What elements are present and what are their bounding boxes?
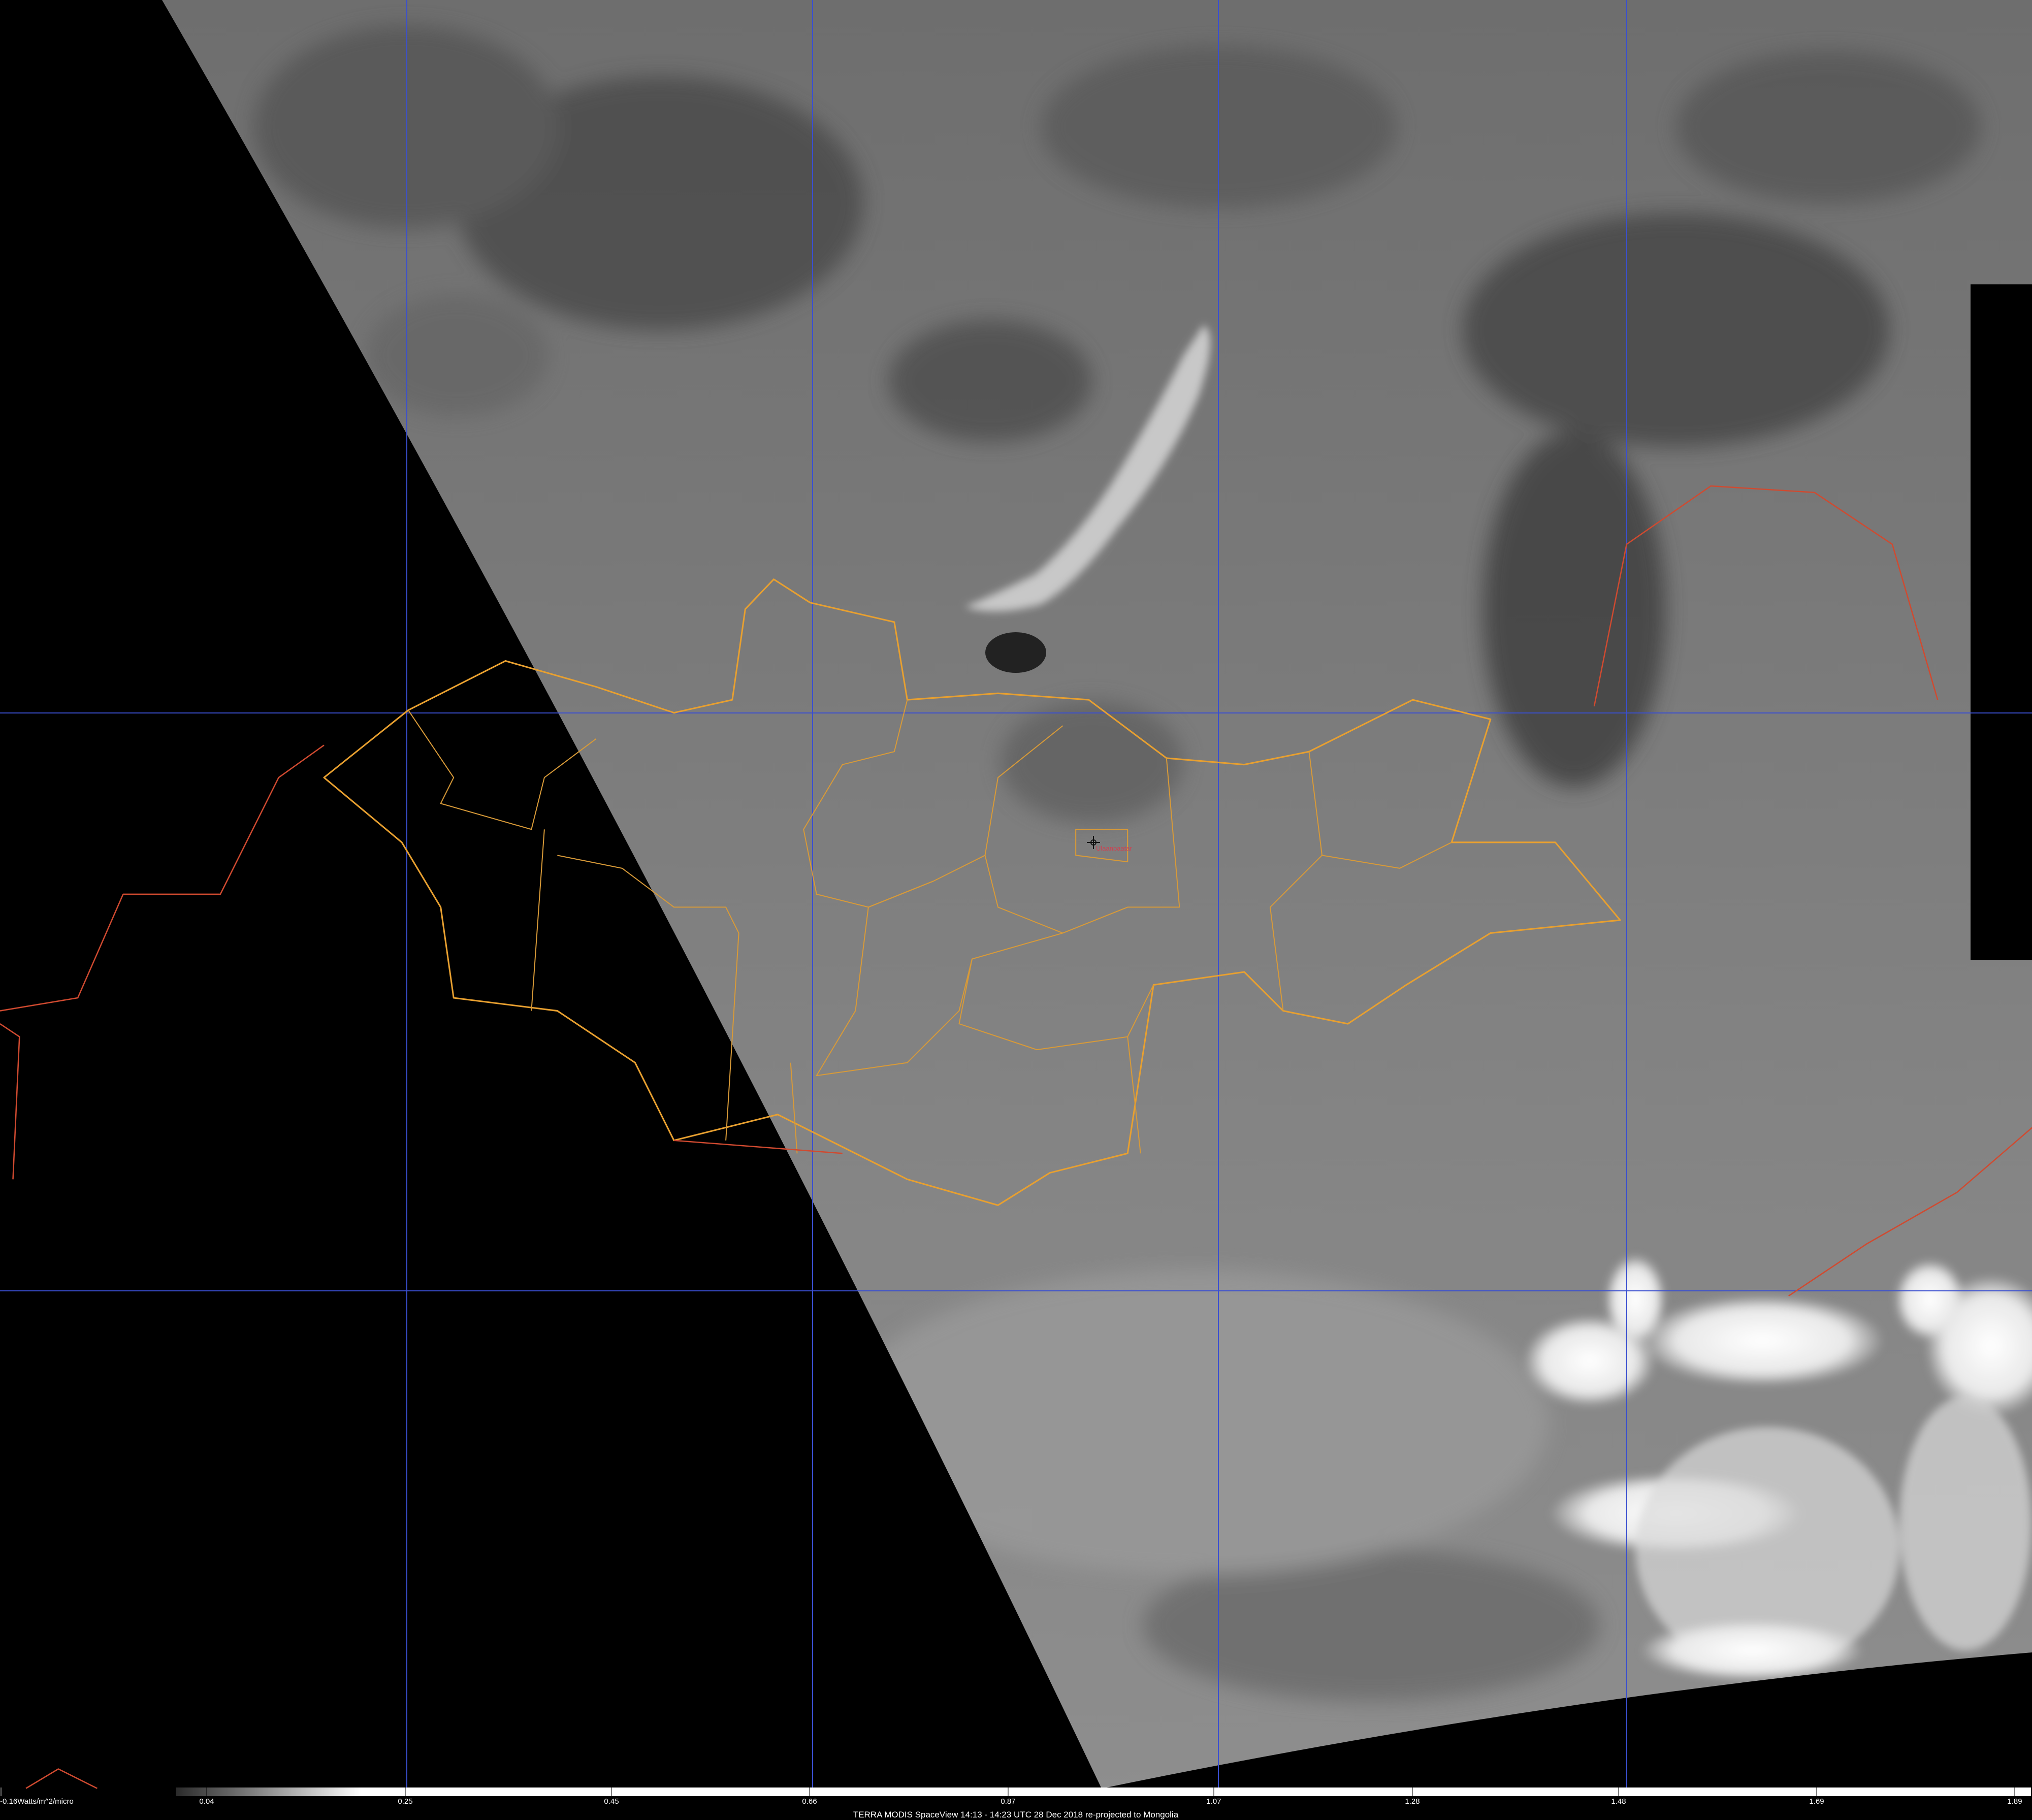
national-borders <box>0 485 2032 1789</box>
clouds <box>1524 1254 2032 1681</box>
city-marker-ulaanbaatar[interactable]: Ulaanbaatar <box>1087 836 1132 852</box>
lake-baikal <box>965 325 1210 611</box>
colorbar-tick-label: 1.69 <box>1809 1797 1824 1806</box>
colorbar-tick-label: 0.66 <box>802 1797 817 1806</box>
colorbar-gradient <box>176 1788 2031 1796</box>
colorbar-tick-label: 1.28 <box>1405 1797 1420 1806</box>
colorbar-tick-label: 1.07 <box>1206 1797 1221 1806</box>
lake-dark-patch <box>985 632 1046 673</box>
colorbar: -0.16Watts/m^2/micro 0.04 0.25 0.45 0.66 0.8… <box>0 1788 2031 1819</box>
colorbar-tick-label: 0.04 <box>199 1797 214 1806</box>
colorbar-tick-label: 0.87 <box>1001 1797 1015 1806</box>
city-crosshair-icon <box>1087 836 1100 849</box>
colorbar-tick-label: 0.45 <box>604 1797 619 1806</box>
colorbar-tick-label: 1.89 <box>2007 1797 2022 1806</box>
mongolia-border <box>323 578 1621 1206</box>
map-title: TERRA MODIS SpaceView 14:13 - 14:23 UTC … <box>853 1810 1179 1819</box>
colorbar-tick-label: 0.25 <box>398 1797 412 1806</box>
colorbar-tick-label: 1.48 <box>1611 1797 1626 1806</box>
colorbar-unit-label: -0.16Watts/m^2/micro <box>0 1797 74 1806</box>
province-borders <box>408 699 1452 1154</box>
city-label: Ulaanbaatar <box>1096 844 1132 852</box>
